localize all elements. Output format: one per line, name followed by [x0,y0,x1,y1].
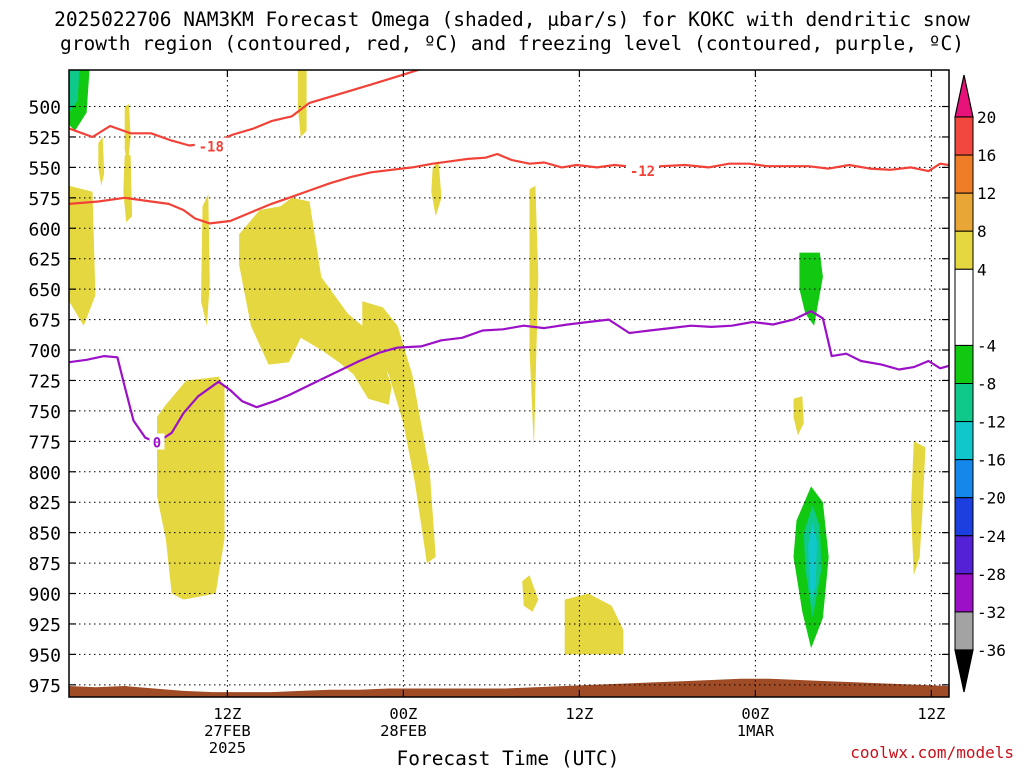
contour-line-4 [69,310,949,444]
x-tick-label: 2025 [209,739,246,757]
colorbar-bin-2 [954,116,974,156]
y-tick-label: 975 [28,676,61,697]
colorbar-arrow-up [954,74,974,118]
x-tick-label: 00Z [741,705,769,723]
y-tick-label: 950 [28,645,61,666]
y-tick-label: 925 [28,615,61,636]
colorbar: 20 16 12 8 4 -4 -8 -12 -16 -20 -24 -28 -32 -36 [954,74,1006,693]
omega-region-3 [124,104,131,168]
x-tick-label: 12Z [917,705,945,723]
chart-title-line-1: 2025022706 NAM3KM Forecast Omega (shaded… [54,8,970,31]
y-tick-label: 875 [28,554,61,575]
contour-label: -12 [630,164,655,180]
y-tick-label: 600 [28,219,61,240]
colorbar-tick-label: -28 [977,565,1006,584]
colorbar-tick-label: 20 [977,108,996,127]
omega-shading [69,70,926,655]
colorbar-tick-label: 16 [977,146,996,165]
contour-line-3 [69,152,949,225]
chart-title-line-2: growth region (contoured, red, ºC) and f… [60,32,964,55]
y-tick-label: 900 [28,585,61,606]
colorbar-tick-label: -8 [977,375,996,394]
omega-region-7 [239,197,392,405]
colorbar-bin-7 [954,344,974,384]
y-tick-label: 850 [28,524,61,545]
omega-region-14 [793,396,804,436]
colorbar-tick-label: 4 [977,260,987,279]
colorbar-tick-label: -32 [977,603,1006,622]
colorbar-tick-label: -24 [977,527,1006,546]
omega-region-1 [69,185,96,326]
y-tick-label: 725 [28,371,61,392]
contour-label-bg [149,433,165,450]
omega-region-11 [529,185,539,448]
omega-region-21 [808,522,817,600]
x-tick-label: 12Z [565,705,593,723]
x-tick-label: 28FEB [380,722,427,740]
plot-grid [69,70,949,697]
contour-label-bg [194,137,228,154]
omega-region-17 [69,70,80,113]
contour-line-1 [69,70,419,147]
terrain-layer [69,678,949,697]
y-tick-label: 575 [28,189,61,210]
omega-region-6 [201,194,210,326]
colorbar-bin-3 [954,154,974,194]
x-tick-label: 12Z [213,705,241,723]
y-tick-label: 700 [28,341,61,362]
omega-region-4 [123,155,133,223]
x-tick-label: 27FEB [204,722,251,740]
colorbar-bin-9 [954,421,974,461]
contour-label-bg [625,162,659,179]
y-tick-label: 625 [28,250,61,271]
colorbar-tick-label: -4 [977,336,996,355]
colorbar-bin-13 [954,573,974,613]
colorbar-tick-label: -20 [977,489,1006,508]
y-tick-label: 550 [28,158,61,179]
omega-region-15 [910,441,926,576]
x-tick-label: 00Z [389,705,417,723]
colorbar-bin-11 [954,497,974,537]
y-axis: 500 525 550 575 600 625 650 675 700 725 750 775 800 8… [28,98,949,697]
omega-region-9 [362,301,436,564]
x-tick-label: 1MAR [737,722,775,740]
y-tick-label: 775 [28,432,61,453]
omega-region-2 [98,137,105,186]
contour-label: -18 [598,57,623,73]
colorbar-bin-4 [954,192,974,232]
colorbar-arrow-down [954,649,974,693]
y-tick-label: 525 [28,128,61,149]
omega-region-10 [431,161,442,217]
colorbar-bin-8 [954,383,974,423]
colorbar-bin-6 [954,268,974,346]
y-tick-label: 675 [28,311,61,332]
y-tick-label: 825 [28,493,61,514]
y-tick-label: 500 [28,98,61,119]
y-tick-label: 650 [28,280,61,301]
contour-label: 0 [153,436,161,452]
contour-label: -18 [199,140,224,156]
colorbar-tick-label: -16 [977,451,1006,470]
colorbar-bin-5 [954,230,974,270]
omega-region-8 [297,70,307,137]
contour-label-bg [593,70,627,71]
y-tick-label: 750 [28,402,61,423]
colorbar-bin-12 [954,535,974,575]
x-axis-title: Forecast Time (UTC) [396,747,619,768]
terrain-fill [69,678,949,697]
plot-frame [68,69,950,698]
footer-credit: coolwx.com/models [850,743,1014,762]
colorbar-tick-label: -12 [977,413,1006,432]
y-tick-label: 800 [28,463,61,484]
omega-region-18 [799,252,823,326]
omega-region-5 [157,376,225,600]
colorbar-bin-14 [954,611,974,651]
colorbar-tick-label: 12 [977,184,996,203]
colorbar-tick-label: 8 [977,222,987,241]
colorbar-bin-10 [954,459,974,499]
colorbar-tick-label: -36 [977,641,1006,660]
